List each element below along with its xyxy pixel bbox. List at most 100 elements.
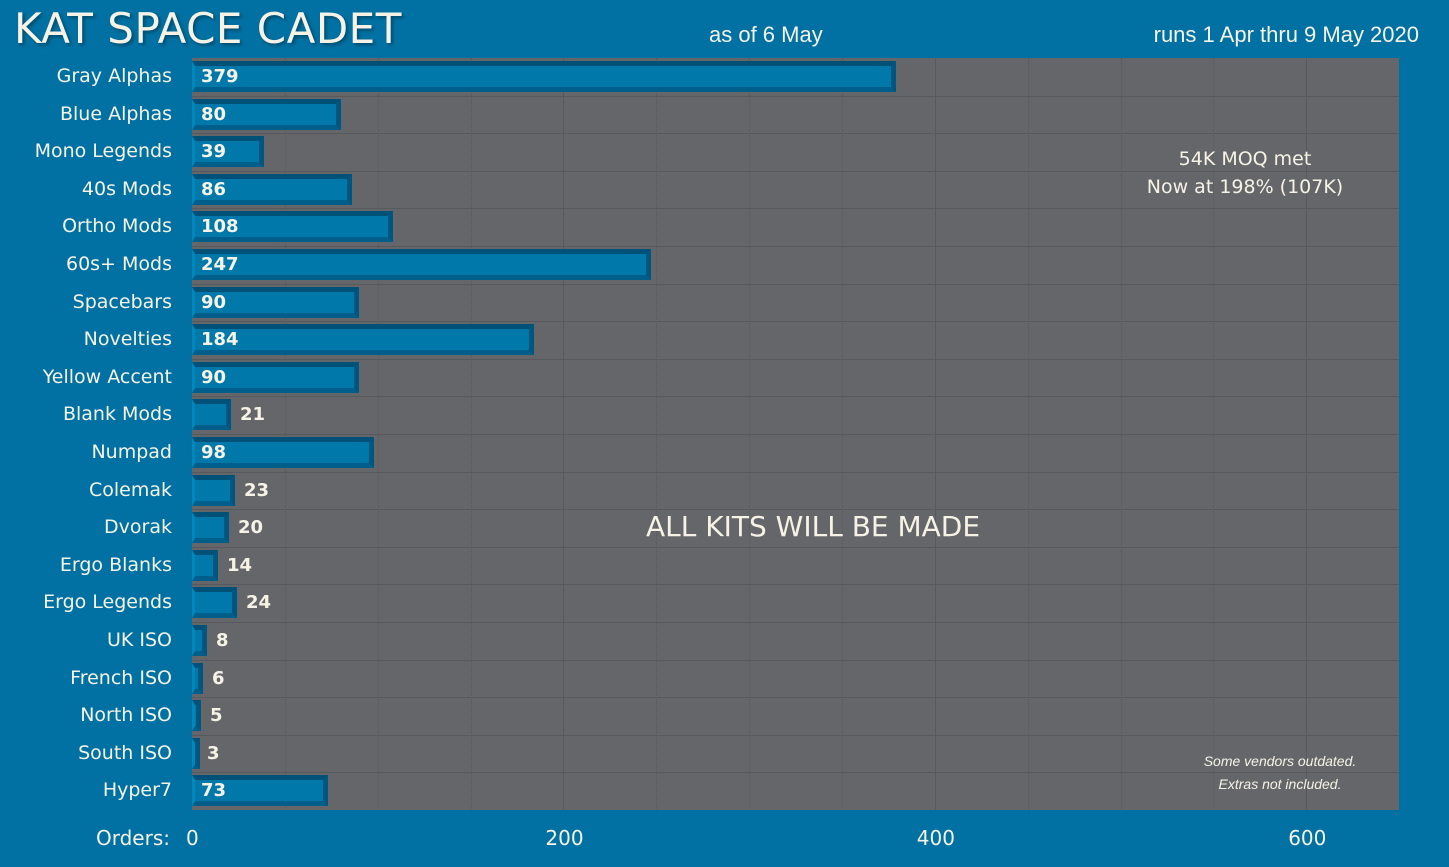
bar bbox=[192, 437, 374, 468]
gridline-horizontal bbox=[192, 547, 1399, 548]
page-title: KAT SPACE CADET bbox=[14, 4, 402, 53]
bar-row: 90 bbox=[192, 284, 1399, 322]
gridline-horizontal bbox=[192, 584, 1399, 585]
gridline-horizontal bbox=[192, 133, 1399, 134]
bar-row: 98 bbox=[192, 434, 1399, 472]
moq-line-2: Now at 198% (107K) bbox=[1146, 176, 1344, 198]
note-line-2: Extras not included. bbox=[1218, 776, 1342, 792]
bar-row: 247 bbox=[192, 246, 1399, 284]
bar-value-label: 90 bbox=[201, 366, 227, 388]
bar-value-label: 6 bbox=[212, 667, 225, 689]
gridline-horizontal bbox=[192, 208, 1399, 209]
bar-row: 80 bbox=[192, 96, 1399, 134]
bar bbox=[192, 512, 229, 544]
bar bbox=[192, 136, 264, 168]
bar bbox=[192, 361, 359, 393]
bar bbox=[192, 173, 352, 205]
bar-row: 24 bbox=[192, 584, 1399, 622]
moq-annotation: 54K MOQ met Now at 198% (107K) bbox=[1120, 145, 1370, 201]
gridline-horizontal bbox=[192, 284, 1399, 285]
gridline-horizontal bbox=[192, 735, 1399, 736]
bar-row: 184 bbox=[192, 321, 1399, 359]
x-tick-label: 0 bbox=[186, 826, 199, 850]
x-tick-label: 400 bbox=[916, 826, 955, 850]
bar bbox=[192, 324, 534, 356]
bar bbox=[192, 211, 393, 243]
category-label: South ISO bbox=[78, 741, 172, 764]
bar-value-label: 39 bbox=[201, 141, 227, 163]
gridline-horizontal bbox=[192, 509, 1399, 510]
bar-row: 20 bbox=[192, 509, 1399, 547]
bar-value-label: 379 bbox=[201, 66, 239, 87]
bar-value-label: 108 bbox=[201, 216, 239, 238]
bar-row: 5 bbox=[192, 697, 1399, 735]
gridline-horizontal bbox=[192, 171, 1399, 172]
category-label: Numpad bbox=[91, 441, 172, 463]
category-label: Ergo Legends bbox=[43, 591, 172, 614]
category-label: Yellow Accent bbox=[42, 365, 172, 388]
bar-value-label: 3 bbox=[207, 742, 220, 764]
bar-value-label: 5 bbox=[210, 705, 223, 727]
bar-row: 379 bbox=[192, 58, 1399, 96]
bar-value-label: 86 bbox=[201, 178, 227, 200]
bar-value-label: 90 bbox=[201, 291, 227, 313]
bar-value-label: 23 bbox=[244, 479, 270, 501]
gridline-horizontal bbox=[192, 434, 1399, 435]
plot-area: 379 80 39 86 108 247 90 184 90 21 98 23 20 14 24 8 6 5 3 73 bbox=[192, 58, 1399, 810]
bar bbox=[192, 98, 341, 130]
bar-row: 3 bbox=[192, 735, 1399, 773]
bar-row: 108 bbox=[192, 208, 1399, 246]
category-label: 60s+ Mods bbox=[65, 253, 172, 275]
category-label: Blue Alphas bbox=[59, 102, 172, 125]
category-label: French ISO bbox=[70, 666, 172, 689]
bar bbox=[192, 587, 237, 619]
note-line-1: Some vendors outdated. bbox=[1203, 753, 1357, 769]
bar-row: 14 bbox=[192, 547, 1399, 585]
category-label: Dvorak bbox=[104, 516, 172, 539]
bar-row: 39 bbox=[192, 133, 1399, 171]
bar bbox=[192, 399, 231, 431]
x-tick-label: 200 bbox=[545, 826, 584, 850]
bar bbox=[192, 286, 359, 318]
gridline-horizontal bbox=[192, 246, 1399, 247]
bar-value-label: 24 bbox=[246, 592, 272, 614]
category-label: Colemak bbox=[88, 478, 172, 501]
category-label: 40s Mods bbox=[81, 177, 172, 200]
category-label: UK ISO bbox=[106, 629, 172, 651]
vendor-note: Some vendors outdated. Extras not includ… bbox=[1180, 750, 1380, 796]
gridline-horizontal bbox=[192, 660, 1399, 661]
x-axis-label: Orders: bbox=[96, 826, 170, 850]
category-label: Spacebars bbox=[72, 290, 172, 313]
gridline-horizontal bbox=[192, 772, 1399, 773]
all-kits-annotation: ALL KITS WILL BE MADE bbox=[646, 510, 981, 543]
category-label: North ISO bbox=[80, 704, 172, 727]
bar bbox=[192, 61, 896, 92]
bar-row: 73 bbox=[192, 772, 1399, 810]
bar bbox=[192, 474, 235, 506]
category-label: Ergo Blanks bbox=[59, 553, 172, 576]
bar bbox=[192, 775, 328, 807]
bar bbox=[192, 549, 218, 581]
gridline-horizontal bbox=[192, 697, 1399, 698]
bar bbox=[192, 700, 201, 732]
bar-row: 6 bbox=[192, 660, 1399, 698]
bar-value-label: 73 bbox=[201, 780, 227, 802]
bar bbox=[192, 625, 207, 656]
run-dates: runs 1 Apr thru 9 May 2020 bbox=[1153, 22, 1419, 47]
bar bbox=[192, 737, 200, 769]
bar bbox=[192, 249, 651, 280]
bar bbox=[192, 662, 203, 694]
gridline-horizontal bbox=[192, 396, 1399, 397]
gridline-horizontal bbox=[192, 622, 1399, 623]
moq-line-1: 54K MOQ met bbox=[1178, 148, 1312, 170]
bar-row: 90 bbox=[192, 359, 1399, 397]
gridline-horizontal bbox=[192, 96, 1399, 97]
category-label: Blank Mods bbox=[62, 403, 172, 426]
bar-row: 21 bbox=[192, 396, 1399, 434]
x-tick-label: 600 bbox=[1288, 826, 1327, 850]
bar-value-label: 8 bbox=[216, 630, 229, 651]
bar-row: 23 bbox=[192, 472, 1399, 510]
gridline-horizontal bbox=[192, 359, 1399, 360]
bar-value-label: 98 bbox=[201, 442, 227, 463]
category-label: Hyper7 bbox=[102, 779, 172, 802]
